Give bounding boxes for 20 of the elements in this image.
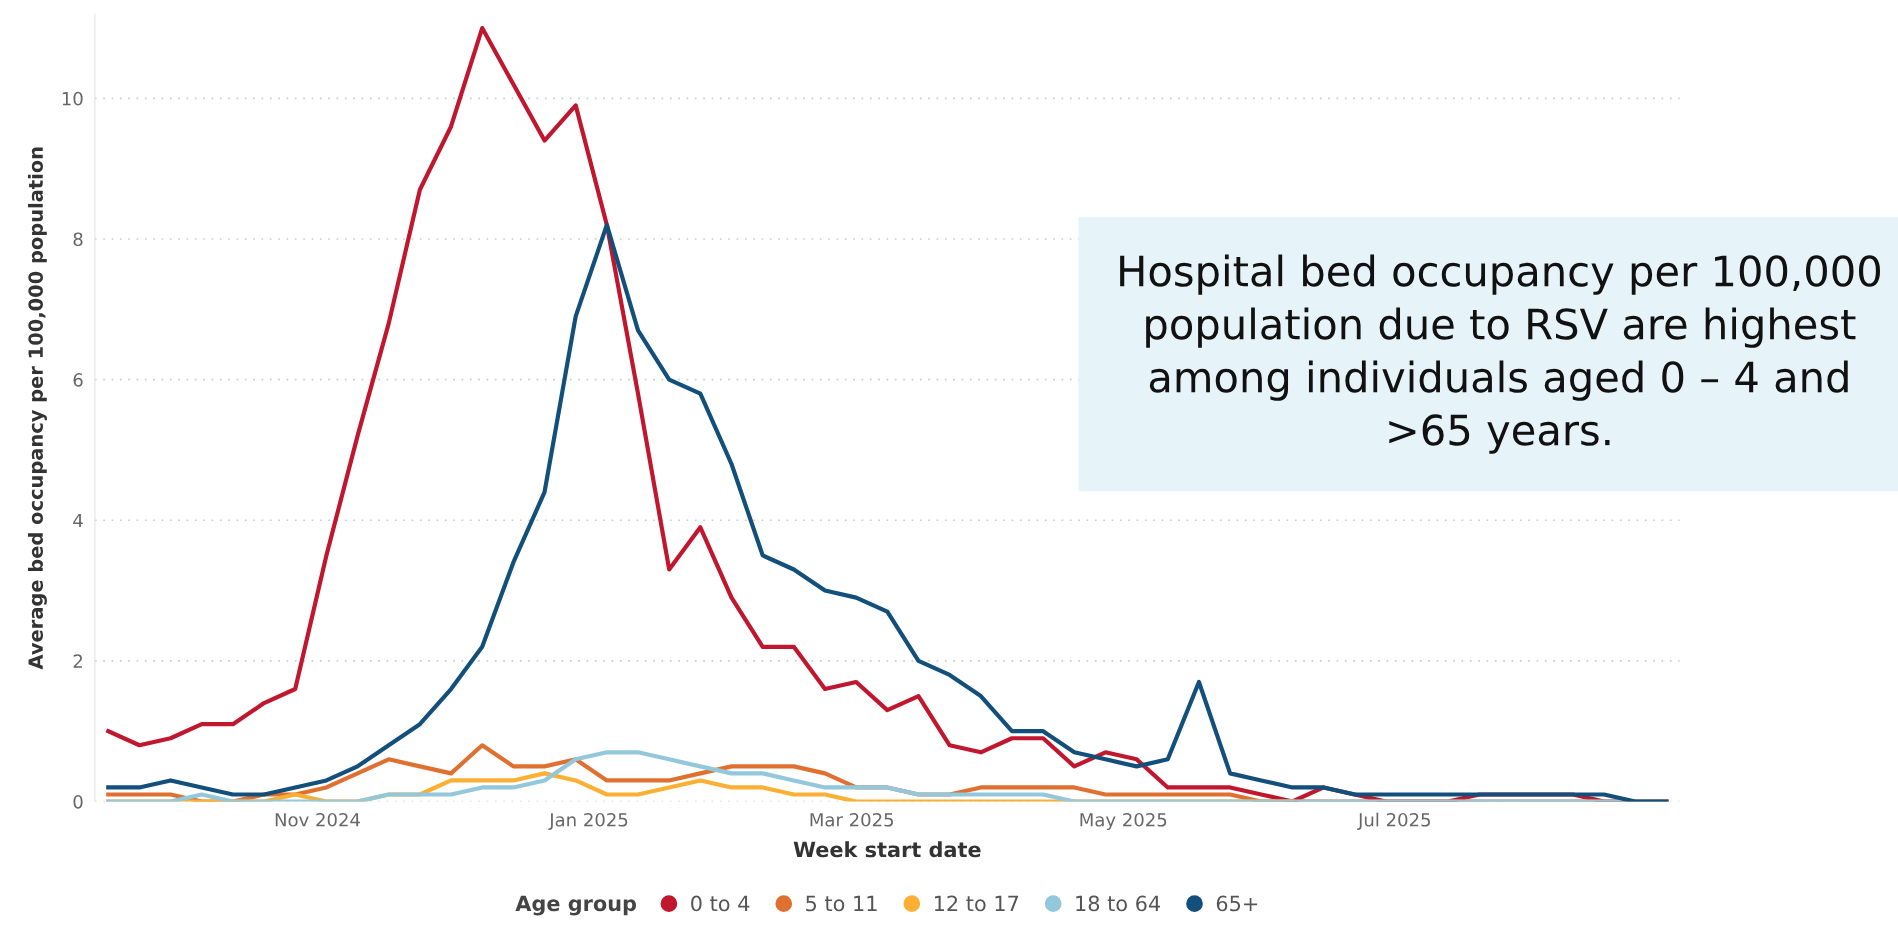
y-axis-title: Average bed occupancy per 100,000 population	[27, 147, 47, 670]
legend-title: Age group	[515, 895, 637, 916]
legend-label: 18 to 64	[1076, 895, 1161, 912]
x-tick-label: Nov 2024	[275, 812, 360, 827]
x-tick-label: Jul 2025	[1357, 812, 1430, 830]
y-tick-label: 0	[73, 794, 83, 809]
y-tick-label: 2	[73, 654, 82, 668]
y-tick-label: 4	[73, 513, 83, 528]
legend-label: 12 to 17	[934, 895, 1019, 912]
annotation: Hospital bed occupancy per 100,000 population due to RSV are highest among individuals aged 0 – 4 and >65 years.	[1120, 254, 1880, 454]
y-tick-label: 8	[73, 232, 83, 247]
x-tick-label: Mar 2025	[810, 812, 893, 827]
legend-label: 5 to 11	[806, 895, 877, 912]
x-axis-title: Week start date	[793, 841, 981, 858]
y-tick-label: 6	[73, 373, 83, 387]
legend-label: 65+	[1216, 895, 1258, 912]
x-tick-label: May 2025	[1080, 812, 1167, 831]
legend-label: 0 to 4	[691, 895, 750, 912]
y-tick-label: 10	[62, 91, 83, 106]
x-tick-label: Jan 2025	[548, 812, 628, 830]
